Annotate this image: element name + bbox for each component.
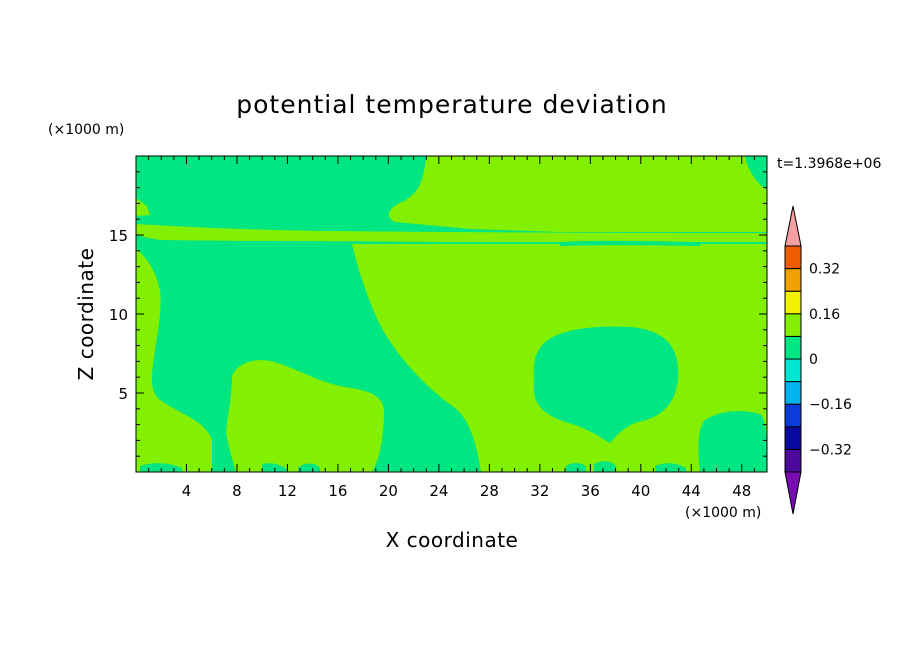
- colorbar-label-2: 0: [809, 352, 818, 368]
- colorbar: 0.32 0.16 0 −0.16 −0.32: [784, 205, 852, 515]
- colorbar-under-arrow: [784, 471, 802, 515]
- colorbar-swatch-5: [784, 335, 802, 360]
- x-tick-label-0: 4: [182, 482, 192, 500]
- region-upper-left: [136, 198, 150, 216]
- x-axis-label: X coordinate: [386, 528, 519, 552]
- colorbar-swatch-4: [784, 358, 802, 383]
- y-tick-label-2: 15: [109, 227, 128, 245]
- x-tick-label-5: 24: [429, 482, 448, 500]
- colorbar-label-0: 0.32: [809, 262, 840, 278]
- x-tick-label-4: 20: [379, 482, 398, 500]
- colorbar-swatch-0: [784, 448, 802, 473]
- y-tick-label-1: 10: [109, 306, 128, 324]
- region-lower-left-blob: [226, 360, 385, 472]
- x-tick-label-8: 36: [581, 482, 600, 500]
- x-tick-label-10: 44: [682, 482, 701, 500]
- region-band-line: [560, 240, 700, 246]
- colorbar-swatch-8: [784, 268, 802, 292]
- region-hole-x37: [533, 326, 679, 443]
- colorbar-swatch-1: [784, 426, 802, 450]
- region-band-15km: [136, 224, 767, 242]
- colorbar-over-arrow: [784, 205, 802, 247]
- colorbar-label-3: −0.16: [809, 397, 852, 413]
- y-unit-label: (×1000 m): [48, 122, 124, 138]
- colorbar-swatch-3: [784, 381, 802, 405]
- x-tick-label-2: 12: [278, 482, 297, 500]
- colorbar-swatch-6: [784, 313, 802, 337]
- region-bottom-specks: [140, 461, 686, 472]
- x-tick-label-9: 40: [631, 482, 650, 500]
- x-unit-label: (×1000 m): [685, 505, 761, 521]
- region-hole-x47: [698, 411, 767, 472]
- x-tick-label-1: 8: [232, 482, 242, 500]
- chart-title: potential temperature deviation: [236, 90, 667, 119]
- colorbar-label-1: 0.16: [809, 307, 840, 323]
- region-upper-right: [388, 156, 767, 232]
- time-label: t=1.3968e+06: [777, 156, 881, 172]
- colorbar-swatch-2: [784, 403, 802, 428]
- x-tick-label-3: 16: [328, 482, 347, 500]
- x-tick-label-7: 32: [530, 482, 549, 500]
- x-tick-label-11: 48: [732, 482, 751, 500]
- colorbar-swatch-9: [784, 245, 802, 270]
- contour-fill: [136, 156, 767, 472]
- y-tick-label-0: 5: [118, 385, 128, 403]
- x-tick-label-6: 28: [480, 482, 499, 500]
- colorbar-swatch-7: [784, 290, 802, 315]
- y-axis-label: Z coordinate: [74, 248, 98, 381]
- colorbar-label-4: −0.32: [809, 442, 852, 458]
